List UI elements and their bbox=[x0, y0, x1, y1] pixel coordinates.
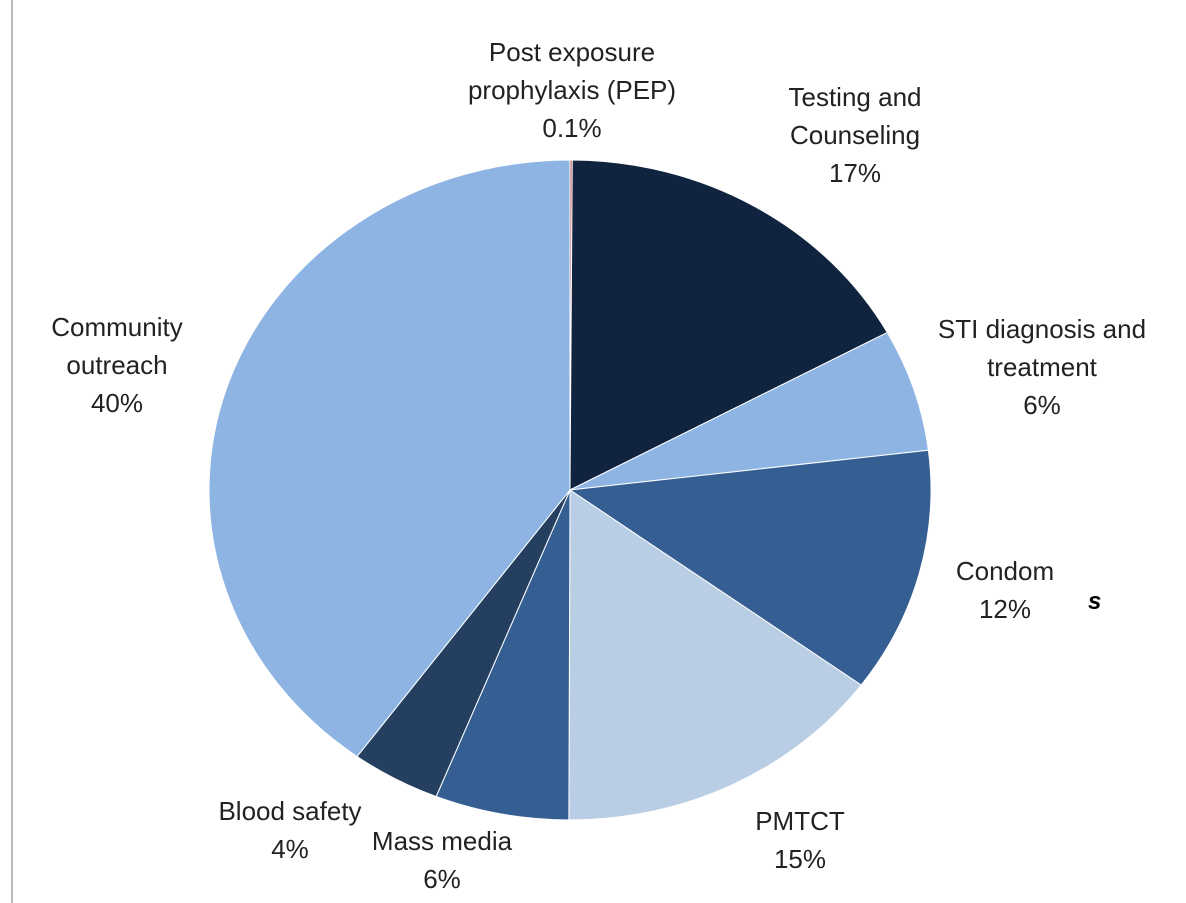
slice-label: Blood safety 4% bbox=[190, 792, 390, 868]
slice-label: PMTCT 15% bbox=[720, 802, 880, 878]
pie-slice bbox=[569, 331, 929, 491]
pie-slice bbox=[568, 449, 932, 686]
slice-label: Condom 12% bbox=[925, 552, 1085, 628]
slice-label: STI diagnosis and treatment 6% bbox=[927, 310, 1157, 424]
pie-slice bbox=[568, 489, 862, 821]
frame bbox=[11, 0, 13, 903]
pie-slice bbox=[569, 159, 888, 491]
pie-slice bbox=[208, 159, 571, 758]
slice-label: Community outreach 40% bbox=[17, 308, 217, 422]
category-label: STI diagnosis and treatment bbox=[937, 314, 1147, 382]
value-label: 40% bbox=[90, 388, 144, 418]
category-label: Mass media bbox=[371, 826, 513, 856]
slice-label: Post exposure prophylaxis (PEP) 0.1% bbox=[462, 33, 682, 147]
category-label: Condom bbox=[955, 556, 1055, 586]
pie-slice bbox=[435, 489, 571, 821]
value-label: 15% bbox=[773, 844, 827, 874]
category-label: Blood safety bbox=[218, 796, 362, 826]
value-label: 4% bbox=[271, 834, 309, 864]
slice-label: Mass media 6% bbox=[342, 822, 542, 898]
value-label: 0.1% bbox=[542, 113, 602, 143]
value-label: 12% bbox=[978, 594, 1032, 624]
category-label: Testing and Counseling bbox=[788, 82, 922, 150]
value-label: 17% bbox=[828, 158, 882, 188]
value-label: 6% bbox=[1023, 390, 1061, 420]
value-label: 6% bbox=[423, 864, 461, 894]
category-label: Community outreach bbox=[51, 312, 183, 380]
annotation: s bbox=[1088, 588, 1102, 615]
category-label: PMTCT bbox=[755, 806, 845, 836]
slice-label: Testing and Counseling 17% bbox=[755, 78, 955, 192]
category-label: Post exposure prophylaxis (PEP) bbox=[467, 37, 677, 105]
